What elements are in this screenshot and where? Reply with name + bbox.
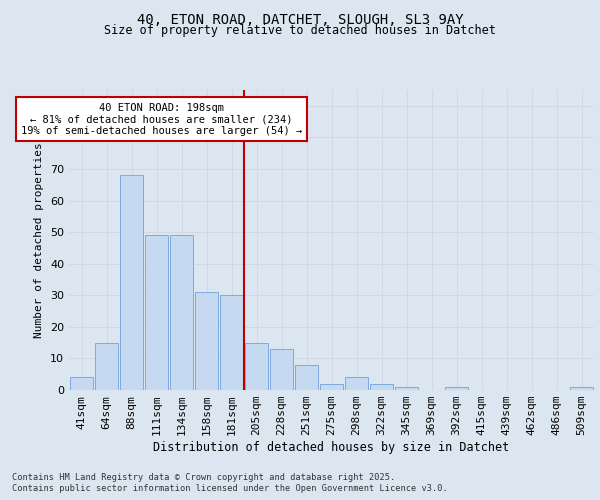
Bar	[370, 384, 394, 390]
X-axis label: Distribution of detached houses by size in Datchet: Distribution of detached houses by size …	[154, 441, 509, 454]
Y-axis label: Number of detached properties: Number of detached properties	[34, 142, 44, 338]
Bar	[320, 384, 343, 390]
Bar	[245, 342, 268, 390]
Text: Contains HM Land Registry data © Crown copyright and database right 2025.: Contains HM Land Registry data © Crown c…	[12, 472, 395, 482]
Bar	[119, 176, 143, 390]
Bar	[220, 296, 244, 390]
Bar	[95, 342, 118, 390]
Text: 40, ETON ROAD, DATCHET, SLOUGH, SL3 9AY: 40, ETON ROAD, DATCHET, SLOUGH, SL3 9AY	[137, 12, 463, 26]
Bar	[295, 364, 319, 390]
Bar	[70, 378, 94, 390]
Bar	[145, 236, 169, 390]
Text: 40 ETON ROAD: 198sqm
← 81% of detached houses are smaller (234)
19% of semi-deta: 40 ETON ROAD: 198sqm ← 81% of detached h…	[21, 102, 302, 136]
Text: Contains public sector information licensed under the Open Government Licence v3: Contains public sector information licen…	[12, 484, 448, 493]
Bar	[445, 387, 469, 390]
Text: Size of property relative to detached houses in Datchet: Size of property relative to detached ho…	[104, 24, 496, 37]
Bar	[170, 236, 193, 390]
Bar	[269, 349, 293, 390]
Bar	[194, 292, 218, 390]
Bar	[395, 387, 418, 390]
Bar	[344, 378, 368, 390]
Bar	[569, 387, 593, 390]
